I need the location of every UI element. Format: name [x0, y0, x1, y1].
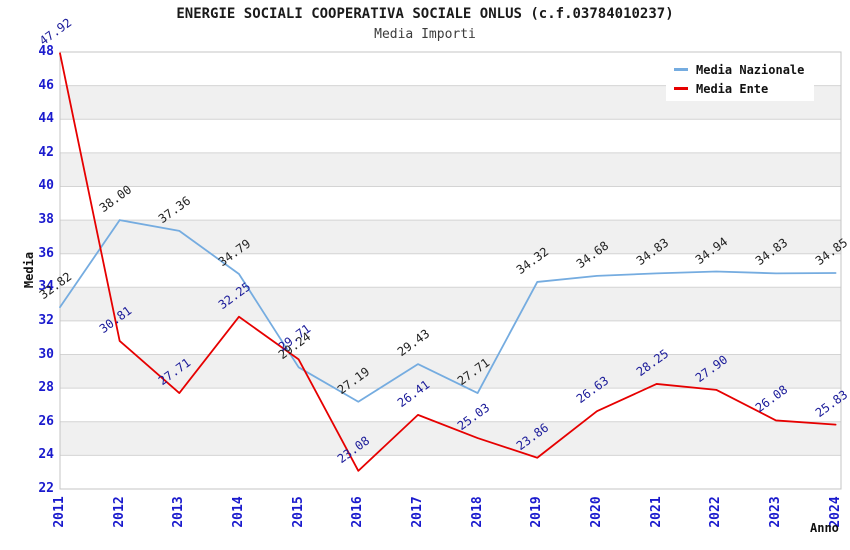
chart-title: ENERGIE SOCIALI COOPERATIVA SOCIALE ONLU…: [176, 6, 674, 22]
legend-label: Media Ente: [696, 81, 769, 96]
x-tick-label: 2014: [230, 496, 246, 528]
legend: Media Nazionale Media Ente: [666, 57, 814, 101]
background-band: [60, 320, 841, 355]
chart-subtitle: Media Importi: [374, 27, 476, 42]
background-band: [60, 220, 841, 254]
background-band: [60, 455, 841, 489]
series-line-media-nazionale: [59, 219, 837, 403]
y-tick-label: 32: [38, 312, 54, 328]
y-tick-label: 30: [38, 346, 54, 362]
background-band: [60, 119, 841, 153]
x-tick-label: 2017: [409, 496, 425, 528]
y-tick-label: 42: [38, 144, 54, 160]
y-axis-title: Media: [22, 251, 36, 289]
background-band: [60, 354, 841, 389]
x-tick-label: 2021: [648, 496, 664, 528]
x-tick-label: 2018: [469, 496, 485, 528]
background-band: [60, 253, 841, 288]
y-tick-label: 24: [38, 447, 54, 463]
y-tick-label: 22: [38, 481, 54, 496]
legend-item: Media Ente: [674, 82, 814, 96]
background-band: [60, 388, 841, 422]
x-tick-label: 2013: [171, 496, 187, 528]
background-band: [60, 186, 841, 221]
legend-swatch-line-icon: [674, 68, 688, 71]
background-band: [60, 152, 841, 187]
y-tick-label: 26: [38, 413, 54, 429]
background-band: [60, 287, 841, 321]
legend-label: Media Nazionale: [696, 62, 805, 77]
y-tick-label: 40: [38, 178, 54, 194]
y-tick-label: 46: [38, 77, 54, 93]
x-tick-label: 2020: [588, 496, 604, 528]
legend-item: Media Nazionale: [674, 63, 814, 77]
series-line-media-ente: [59, 52, 837, 472]
y-tick-label: 38: [38, 212, 54, 228]
plot-border: [59, 51, 842, 490]
x-tick-label: 2016: [350, 496, 366, 528]
y-tick-label: 34: [38, 279, 54, 295]
y-tick-label: 28: [38, 380, 54, 396]
x-tick-label: 2022: [708, 496, 724, 528]
y-tick-label: 48: [38, 44, 54, 59]
x-tick-label: 2015: [290, 496, 306, 528]
x-tick-label: 2023: [767, 496, 783, 528]
legend-swatch-line-icon: [674, 87, 688, 90]
y-tick-label: 36: [38, 245, 54, 261]
y-tick-label: 44: [38, 111, 54, 127]
x-axis-title: Anno: [810, 521, 839, 535]
x-tick-label: 2019: [529, 496, 545, 528]
x-tick-label: 2011: [52, 496, 67, 528]
x-tick-label: 2012: [111, 496, 127, 528]
